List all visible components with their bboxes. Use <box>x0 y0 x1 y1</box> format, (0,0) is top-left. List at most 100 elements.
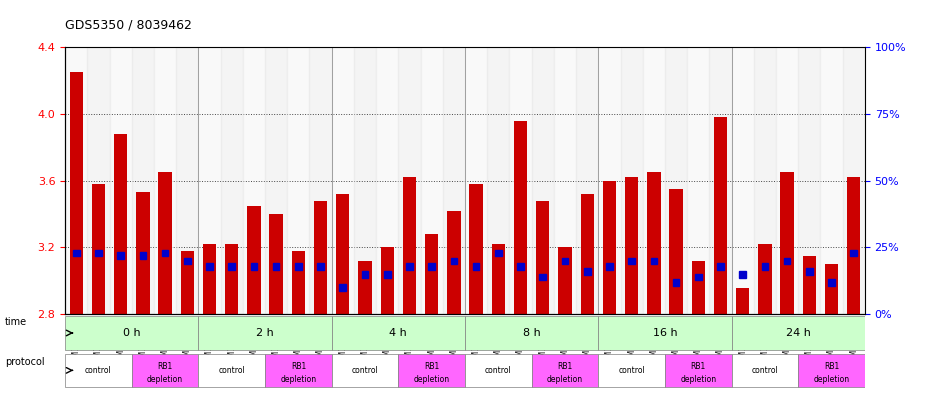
Text: depletion: depletion <box>680 375 716 384</box>
Bar <box>492 244 505 314</box>
Text: RB1: RB1 <box>291 362 306 371</box>
Bar <box>247 206 260 314</box>
Bar <box>647 173 660 314</box>
Bar <box>354 47 376 314</box>
Bar <box>472 263 480 270</box>
Bar <box>225 244 238 314</box>
Bar <box>73 250 80 256</box>
Bar <box>843 47 865 314</box>
FancyBboxPatch shape <box>198 316 332 350</box>
Text: depletion: depletion <box>280 375 316 384</box>
Text: protocol: protocol <box>5 356 45 367</box>
Text: depletion: depletion <box>147 375 183 384</box>
FancyBboxPatch shape <box>265 354 332 387</box>
Bar <box>95 250 101 256</box>
Bar <box>665 47 687 314</box>
Bar <box>384 271 391 277</box>
Text: depletion: depletion <box>414 375 450 384</box>
Bar <box>536 201 550 314</box>
Bar <box>117 252 124 259</box>
Text: 24 h: 24 h <box>786 328 811 338</box>
Bar <box>310 47 332 314</box>
FancyBboxPatch shape <box>732 316 865 350</box>
Bar <box>92 184 105 314</box>
Bar <box>132 47 154 314</box>
Bar <box>670 189 683 314</box>
Bar <box>798 47 820 314</box>
Bar <box>292 251 305 314</box>
Bar <box>198 47 220 314</box>
FancyBboxPatch shape <box>332 316 465 350</box>
Bar <box>625 177 638 314</box>
Text: 4 h: 4 h <box>390 328 407 338</box>
Text: 16 h: 16 h <box>653 328 677 338</box>
Bar <box>272 263 280 270</box>
Bar <box>692 261 705 314</box>
Bar <box>584 268 591 275</box>
Bar <box>243 47 265 314</box>
Bar <box>470 184 483 314</box>
Bar <box>180 251 194 314</box>
Bar <box>825 264 838 314</box>
Bar <box>87 47 110 314</box>
Bar <box>314 201 327 314</box>
Bar <box>532 47 554 314</box>
Bar <box>487 47 510 314</box>
Bar <box>184 257 191 264</box>
Bar <box>420 47 443 314</box>
Text: RB1: RB1 <box>157 362 173 371</box>
Bar <box>576 47 598 314</box>
FancyBboxPatch shape <box>798 354 865 387</box>
Bar <box>406 263 413 270</box>
Bar <box>736 288 750 314</box>
Bar <box>510 47 532 314</box>
FancyBboxPatch shape <box>332 354 398 387</box>
FancyBboxPatch shape <box>398 354 465 387</box>
Bar <box>847 177 860 314</box>
Text: RB1: RB1 <box>424 362 439 371</box>
Bar <box>739 271 746 277</box>
Bar <box>710 47 732 314</box>
Bar <box>403 177 416 314</box>
Bar <box>265 47 287 314</box>
Text: control: control <box>352 366 379 375</box>
Bar <box>140 252 146 259</box>
Bar <box>287 47 310 314</box>
FancyBboxPatch shape <box>665 354 732 387</box>
Bar <box>732 47 754 314</box>
Text: control: control <box>219 366 246 375</box>
Bar <box>803 256 816 314</box>
Bar <box>495 250 501 256</box>
Bar <box>450 257 458 264</box>
Bar <box>158 173 172 314</box>
FancyBboxPatch shape <box>598 354 665 387</box>
Bar <box>784 257 790 264</box>
Bar <box>270 214 283 314</box>
Bar <box>558 248 572 314</box>
Bar <box>465 47 487 314</box>
Bar <box>332 47 354 314</box>
Bar <box>820 47 843 314</box>
Text: RB1: RB1 <box>557 362 573 371</box>
Bar <box>398 47 420 314</box>
Bar <box>250 263 258 270</box>
Text: time: time <box>5 317 27 327</box>
Bar <box>650 257 658 264</box>
Bar <box>443 47 465 314</box>
Bar <box>114 134 127 314</box>
Bar <box>687 47 710 314</box>
Bar <box>514 121 527 314</box>
Bar <box>672 279 680 286</box>
FancyBboxPatch shape <box>532 354 598 387</box>
FancyBboxPatch shape <box>65 354 132 387</box>
Bar <box>606 263 613 270</box>
Bar <box>695 274 701 280</box>
Bar <box>229 263 235 270</box>
Bar <box>358 261 372 314</box>
Bar <box>136 193 150 314</box>
FancyBboxPatch shape <box>465 316 598 350</box>
Bar <box>295 263 301 270</box>
Bar <box>110 47 132 314</box>
Bar <box>562 257 568 264</box>
Text: control: control <box>618 366 645 375</box>
